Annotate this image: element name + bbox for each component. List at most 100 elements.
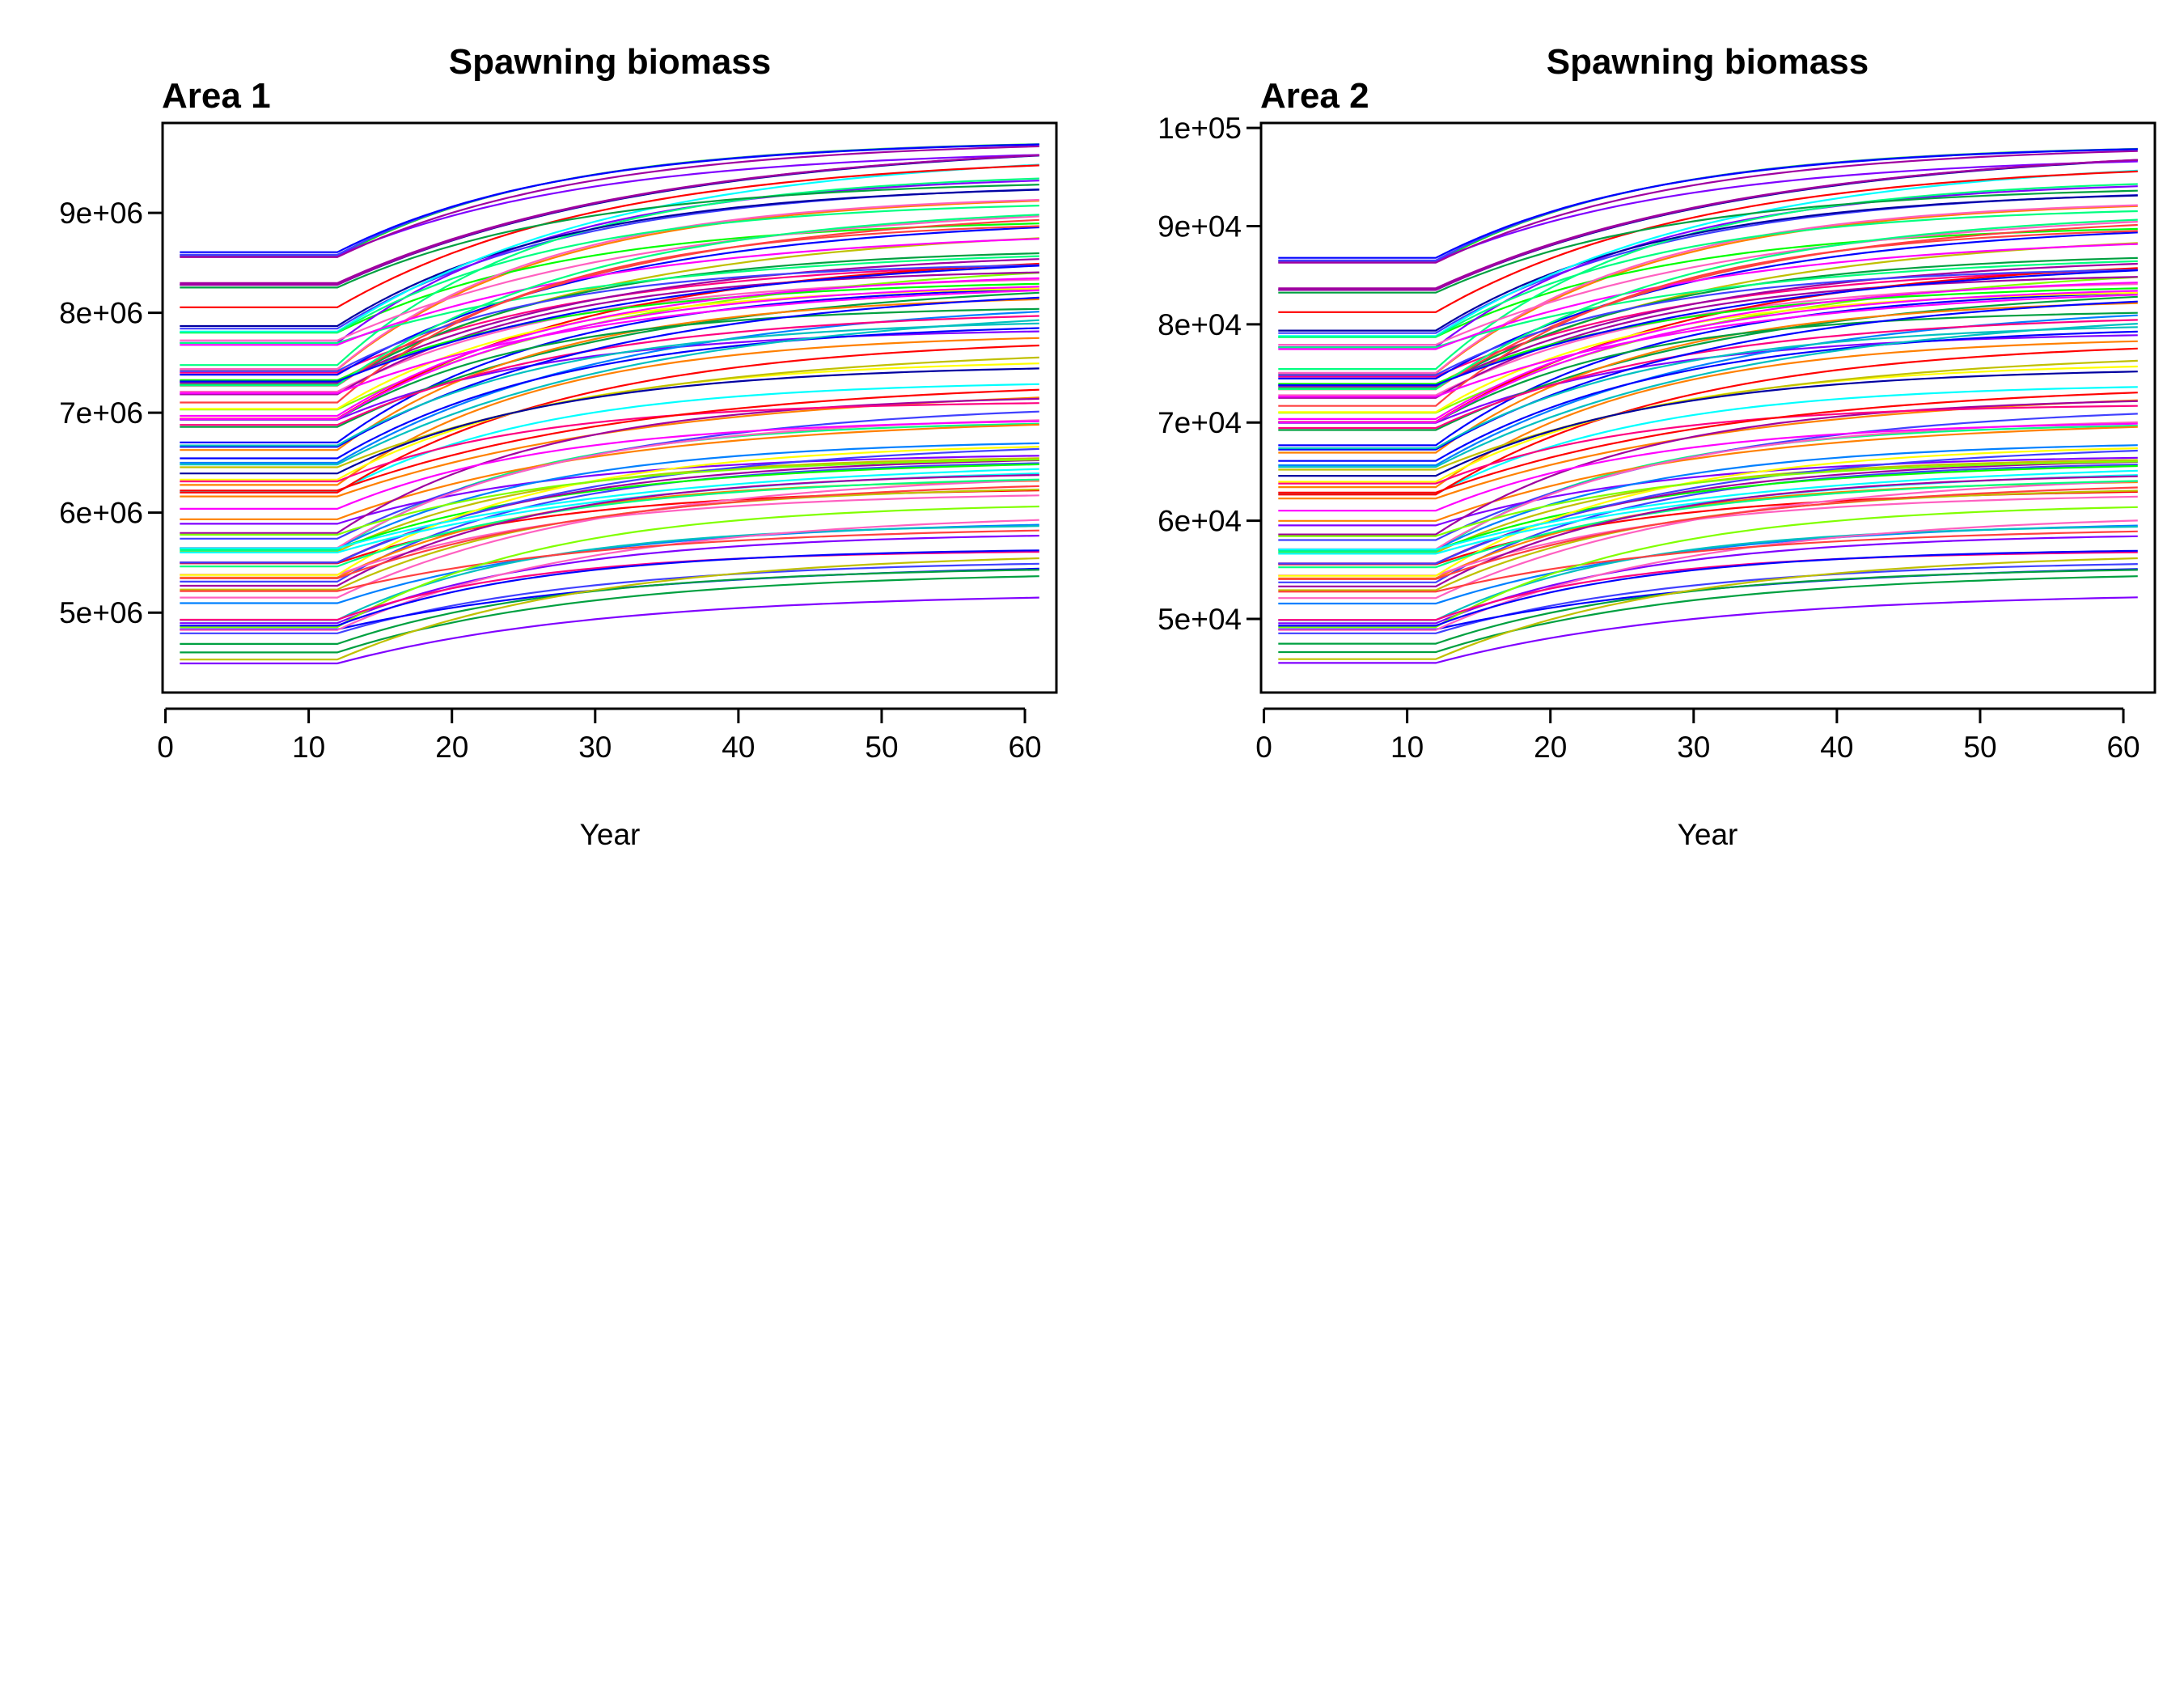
series-line xyxy=(1278,371,2138,477)
series-line xyxy=(1278,557,2138,660)
x-tick-label: 10 xyxy=(292,731,325,764)
series-line xyxy=(1278,464,2138,583)
series-line xyxy=(1278,319,2138,430)
x-axis-label: Year xyxy=(1678,818,1738,851)
x-tick-label: 60 xyxy=(2106,731,2140,764)
series-line xyxy=(1278,189,2138,294)
series-line xyxy=(1278,447,2138,577)
series-line xyxy=(180,177,1039,366)
series-line xyxy=(1278,294,2138,398)
series-line xyxy=(1278,596,2138,664)
series-line xyxy=(180,205,1039,334)
series-line xyxy=(180,562,1039,634)
series-line xyxy=(1278,194,2138,332)
series-line xyxy=(1278,449,2138,565)
series-line xyxy=(1278,326,2138,450)
series-line xyxy=(1278,218,2138,390)
y-tick-label: 7e+06 xyxy=(59,396,143,430)
series-line xyxy=(1278,292,2138,447)
panel-label: Area 2 xyxy=(1260,76,1369,116)
series-line xyxy=(180,215,1039,341)
x-tick-label: 60 xyxy=(1008,731,1041,764)
series-line xyxy=(180,485,1039,579)
y-axis: 5e+06 6e+06 7e+06 8e+06 9e+06 xyxy=(59,197,164,629)
y-tick-label: 1e+05 xyxy=(1158,112,1242,145)
series-line xyxy=(180,298,1039,451)
series-line xyxy=(180,225,1039,404)
series-line xyxy=(180,397,1039,534)
series-line xyxy=(180,474,1039,587)
series-line xyxy=(180,255,1039,345)
series-line xyxy=(180,458,1039,536)
x-tick-label: 0 xyxy=(1255,731,1272,764)
series-line xyxy=(180,455,1039,525)
series-line xyxy=(1278,150,2138,264)
series-line xyxy=(1278,269,2138,387)
series-line xyxy=(1278,221,2138,346)
series-line xyxy=(1278,323,2138,468)
series-line xyxy=(180,265,1039,383)
series-line xyxy=(180,446,1039,576)
series-line xyxy=(1278,210,2138,338)
series-line xyxy=(1278,204,2138,374)
series-line xyxy=(180,529,1039,592)
series-line xyxy=(1278,563,2138,634)
series-line xyxy=(1278,386,2138,495)
series-line xyxy=(180,164,1039,308)
series-line xyxy=(1278,159,2138,291)
series-line xyxy=(1278,575,2138,654)
series-line xyxy=(180,423,1039,520)
series-line xyxy=(1278,282,2138,420)
series-line xyxy=(1278,569,2138,645)
series-line xyxy=(1278,300,2138,451)
series-line xyxy=(180,402,1039,483)
series-line xyxy=(180,189,1039,328)
y-tick-label: 6e+04 xyxy=(1158,505,1242,538)
series-line xyxy=(1278,460,2138,537)
x-tick-label: 10 xyxy=(1390,731,1424,764)
x-tick-label: 40 xyxy=(1820,731,1853,764)
series-line xyxy=(180,447,1039,564)
chart-panel-area-2: Spawning biomass Area 2 0 10 20 30 40 50 60 5e… xyxy=(1158,42,2156,851)
series-line xyxy=(1278,405,2138,485)
x-tick-label: 0 xyxy=(157,731,174,764)
series-line xyxy=(1278,290,2138,424)
series-line xyxy=(1278,475,2138,587)
y-tick-label: 8e+04 xyxy=(1158,308,1242,341)
series-line xyxy=(180,258,1039,384)
y-tick-label: 9e+04 xyxy=(1158,210,1242,243)
x-tick-label: 30 xyxy=(1677,731,1710,764)
x-axis-label: Year xyxy=(580,818,641,851)
series-line xyxy=(180,288,1039,443)
series-line xyxy=(180,289,1039,395)
series-line xyxy=(1278,519,2138,631)
series-line xyxy=(1278,287,2138,385)
series-line xyxy=(1278,392,2138,494)
x-tick-label: 40 xyxy=(722,731,755,764)
series-line xyxy=(180,478,1039,568)
series-line xyxy=(180,296,1039,448)
x-axis: 0 10 20 30 40 50 60 xyxy=(1255,707,2140,764)
series-line xyxy=(1278,340,2138,489)
y-tick-label: 6e+06 xyxy=(59,497,143,530)
series-line xyxy=(180,468,1039,549)
y-tick-label: 8e+06 xyxy=(59,297,143,330)
series-line xyxy=(180,291,1039,428)
series-line xyxy=(180,145,1039,258)
chart-title: Spawning biomass xyxy=(1547,42,1869,82)
series-line xyxy=(180,535,1039,625)
series-line xyxy=(1278,469,2138,551)
series-line xyxy=(180,315,1039,426)
series-line xyxy=(180,356,1039,468)
series-line xyxy=(1278,230,2138,407)
series-line xyxy=(180,214,1039,387)
series-line xyxy=(1278,486,2138,580)
series-line xyxy=(180,184,1039,289)
series-line xyxy=(180,198,1039,371)
series-line xyxy=(180,367,1039,475)
series-line xyxy=(1278,330,2138,462)
series-line xyxy=(180,344,1039,494)
series-line xyxy=(1278,359,2138,471)
series-line xyxy=(180,549,1039,627)
